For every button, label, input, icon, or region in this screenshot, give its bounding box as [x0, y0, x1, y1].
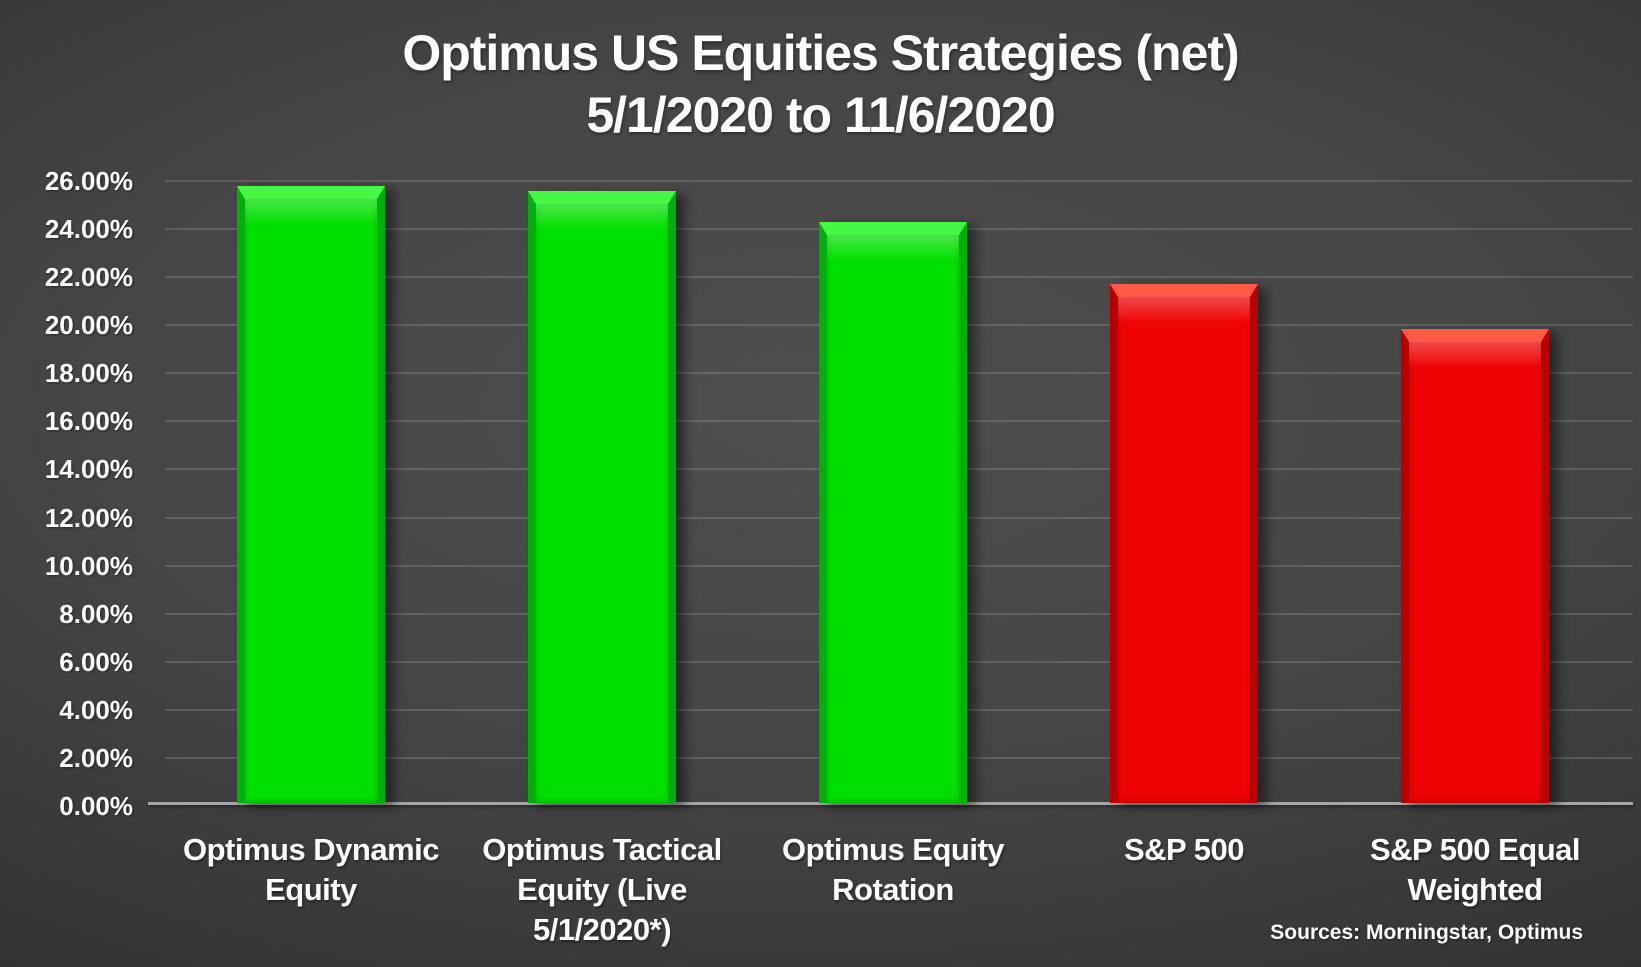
chart-title-line2: 5/1/2020 to 11/6/2020	[586, 87, 1055, 143]
bar-s-p-500-equal-weighted	[1401, 329, 1549, 803]
x-label-s-p-500: S&P 500	[1039, 830, 1329, 870]
x-label-line: Equity (Live	[517, 872, 687, 907]
x-label-optimus-tactical-equity-live-5-1-2020: Optimus Tactical Equity (Live 5/1/2020*)	[457, 830, 747, 950]
chart-title: Optimus US Equities Strategies (net) 5/1…	[0, 22, 1641, 146]
x-label-optimus-equity-rotation: Optimus Equity Rotation	[748, 830, 1038, 910]
chart-title-line1: Optimus US Equities Strategies (net)	[402, 25, 1239, 81]
y-tick-label-4-00pct: 4.00%	[59, 694, 133, 725]
y-tick-label-14-00pct: 14.00%	[44, 454, 133, 485]
x-label-line: S&P 500 Equal	[1369, 832, 1581, 867]
y-tick-label-26-00pct: 26.00%	[44, 166, 133, 196]
y-tick-label-18-00pct: 18.00%	[44, 358, 133, 389]
x-axis-line	[148, 802, 1633, 805]
y-tick-label-16-00pct: 16.00%	[44, 406, 133, 437]
y-tick-label-0-00pct: 0.00%	[59, 791, 133, 821]
plot-area	[148, 180, 1633, 805]
y-tick-label-24-00pct: 24.00%	[44, 214, 133, 245]
x-label-line: 5/1/2020*)	[532, 912, 672, 947]
y-tick-label-8-00pct: 8.00%	[59, 598, 133, 629]
x-label-s-p-500-equal-weighted: S&P 500 Equal Weighted	[1330, 830, 1620, 910]
y-tick-label-12-00pct: 12.00%	[44, 502, 133, 533]
bar-optimus-tactical-equity-live-5-1-2020	[528, 191, 676, 803]
y-tick-label-2-00pct: 2.00%	[59, 742, 133, 773]
gridline-26pct	[165, 180, 1633, 182]
bar-optimus-dynamic-equity	[237, 186, 385, 803]
y-tick-label-22-00pct: 22.00%	[44, 262, 133, 293]
x-label-line: Optimus Tactical	[482, 832, 722, 867]
x-label-line: Weighted	[1407, 872, 1543, 907]
y-tick-label-20-00pct: 20.00%	[44, 310, 133, 341]
x-label-line: Optimus Dynamic	[182, 832, 440, 867]
bar-s-p-500	[1110, 283, 1258, 804]
x-label-line: Rotation	[832, 872, 954, 907]
x-label-optimus-dynamic-equity: Optimus Dynamic Equity	[166, 830, 456, 910]
bar-optimus-equity-rotation	[819, 222, 967, 803]
y-tick-label-10-00pct: 10.00%	[44, 550, 133, 581]
x-label-line: Equity	[265, 872, 357, 907]
source-note: Sources: Morningstar, Optimus	[1270, 921, 1583, 944]
x-label-line: Optimus Equity	[781, 832, 1005, 867]
y-tick-label-6-00pct: 6.00%	[59, 646, 133, 677]
x-label-line: S&P 500	[1123, 832, 1245, 867]
